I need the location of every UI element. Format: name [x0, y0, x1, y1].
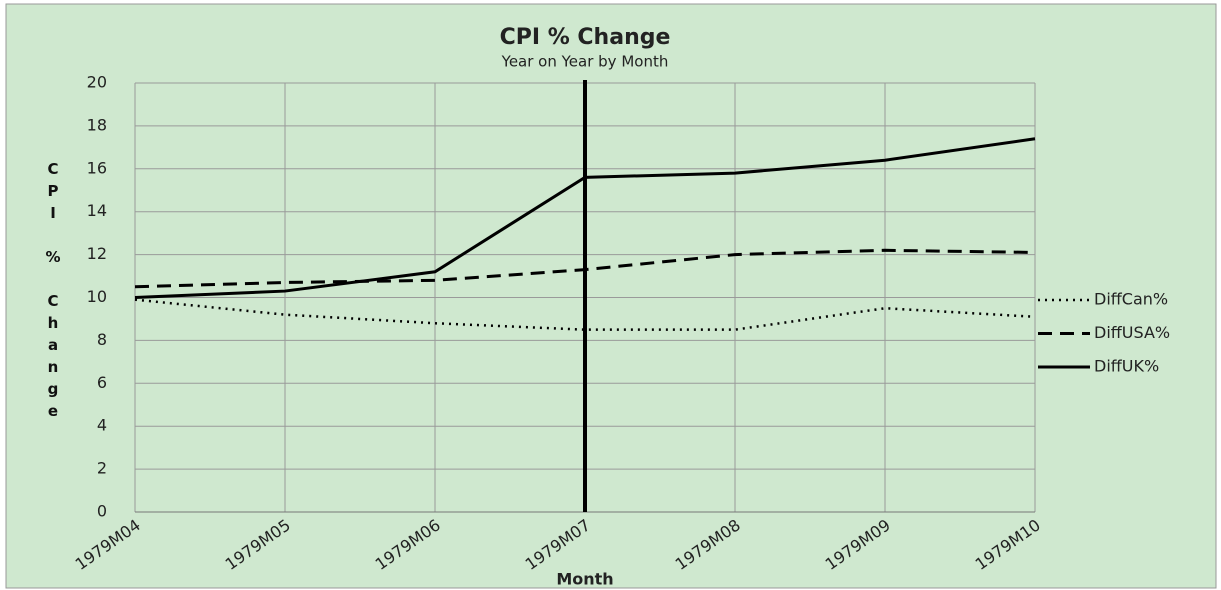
series-line	[134, 137, 1036, 299]
y-tick-label: 0	[97, 502, 107, 521]
y-axis-label: CPI % Change	[44, 160, 62, 424]
legend-label: DiffUK%	[1094, 357, 1159, 376]
y-tick-label: 12	[87, 244, 107, 263]
series-line	[134, 248, 1036, 289]
y-tick-label: 20	[87, 73, 107, 92]
y-tick-label: 10	[87, 287, 107, 306]
y-tick-label: 18	[87, 115, 107, 134]
y-tick-label: 8	[97, 330, 107, 349]
chart-subtitle: Year on Year by Month	[501, 53, 669, 71]
y-tick-label: 4	[97, 416, 107, 435]
legend-label: DiffCan%	[1094, 290, 1168, 309]
y-tick-label: 6	[97, 373, 107, 392]
y-tick-label: 16	[87, 158, 107, 177]
y-tick-label: 2	[97, 459, 107, 478]
chart-background	[5, 3, 1217, 589]
chart-title: CPI % Change	[500, 25, 671, 50]
y-tick-label: 14	[87, 201, 107, 220]
x-axis-label: Month	[556, 570, 613, 589]
legend-label: DiffUSA%	[1094, 323, 1170, 342]
